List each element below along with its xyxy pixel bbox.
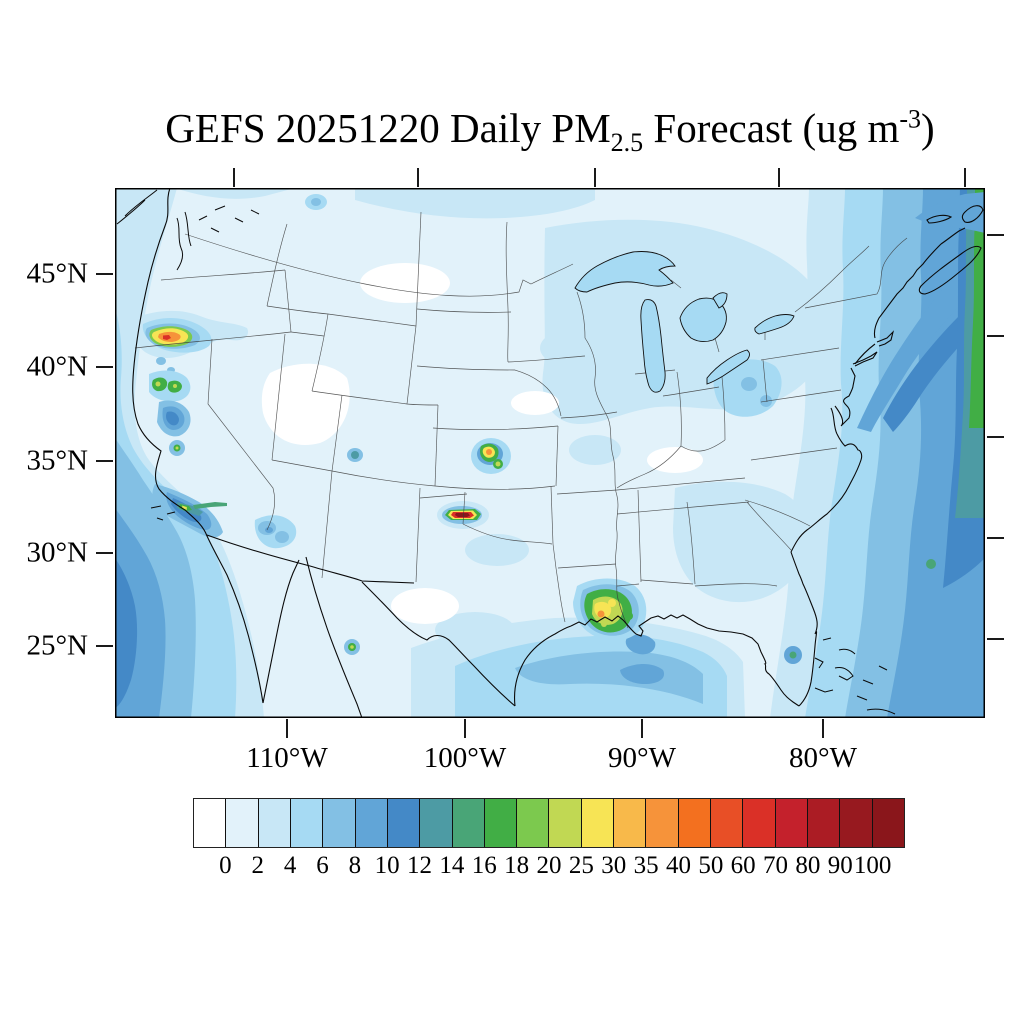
colorbar-cell — [258, 799, 291, 847]
colorbar-tick-label: 4 — [283, 852, 297, 879]
lat-tick-label: 30°N — [26, 536, 88, 569]
colorbar-tick-label: 60 — [730, 852, 756, 879]
colorbar-tick-label: 6 — [316, 852, 329, 879]
colorbar — [193, 798, 905, 848]
colorbar-tick-label: 50 — [698, 852, 724, 879]
colorbar-cell — [420, 799, 453, 847]
colorbar-cell — [194, 799, 227, 847]
hotspot-panhandle-streak — [437, 501, 489, 529]
top-tick — [964, 168, 966, 187]
lat-tick-label: 25°N — [26, 629, 88, 662]
colorbar-tick-label: 100 — [853, 852, 892, 879]
colorbar-cell — [323, 799, 356, 847]
colorbar-cell — [872, 799, 904, 847]
bottom-tick — [286, 719, 288, 738]
left-tick — [96, 273, 113, 275]
lat-tick-label: 40°N — [26, 350, 88, 383]
colorbar-tick-label: 14 — [439, 852, 465, 879]
colorbar-cell — [614, 799, 647, 847]
state-borders — [134, 211, 908, 629]
map-plot — [115, 188, 985, 718]
colorbar-cell — [484, 799, 518, 847]
colorbar-tick-label: 8 — [348, 852, 362, 879]
right-tick — [987, 335, 1004, 337]
colorbar-cell — [549, 799, 582, 847]
small-islands — [116, 189, 896, 715]
right-tick — [987, 436, 1004, 438]
colorbar-cell — [711, 799, 744, 847]
lon-tick-label: 90°W — [608, 742, 676, 774]
left-tick — [96, 366, 113, 368]
hotspot-socal — [152, 484, 227, 538]
colorbar-cell — [452, 799, 485, 847]
left-tick — [96, 645, 113, 647]
map-artwork — [115, 188, 985, 718]
bottom-tick — [822, 719, 824, 738]
colorbar-tick-label: 80 — [795, 852, 821, 879]
colorbar-tick-label: 0 — [219, 852, 232, 879]
colorbar-cell — [290, 799, 324, 847]
great-lakes — [574, 251, 795, 393]
lon-tick-label: 110°W — [246, 742, 328, 774]
colorbar-tick-label: 2 — [251, 852, 264, 879]
colorbar-cell — [387, 799, 421, 847]
colorbar-cell — [775, 799, 808, 847]
colorbar-cell — [743, 799, 776, 847]
colorbar-tick-label: 40 — [665, 852, 691, 879]
map-frame — [115, 188, 985, 718]
colorbar-cell — [226, 799, 259, 847]
top-tick — [778, 168, 780, 187]
right-tick — [987, 234, 1004, 236]
lat-tick-label: 45°N — [26, 257, 88, 290]
bottom-tick — [641, 719, 643, 738]
hotspot-sierra — [149, 370, 191, 456]
top-tick — [233, 168, 235, 187]
right-tick — [987, 638, 1004, 640]
colorbar-tick-label: 20 — [536, 852, 562, 879]
colorbar-tick-label: 35 — [633, 852, 659, 879]
lon-tick-label: 80°W — [789, 742, 857, 774]
left-tick — [96, 552, 113, 554]
colorbar-cell — [678, 799, 711, 847]
bottom-tick — [464, 719, 466, 738]
plot-title: GEFS 20251220 Daily PM2.5 Forecast (ug m… — [165, 104, 935, 158]
hotspot-small-dots — [344, 639, 802, 664]
title-subscript: 2.5 — [610, 128, 644, 158]
colorbar-cell — [840, 799, 873, 847]
colorbar-tick-label: 25 — [568, 852, 594, 879]
right-tick — [987, 537, 1004, 539]
colorbar-tick-label: 70 — [763, 852, 789, 879]
colorbar-cell — [646, 799, 679, 847]
colorbar-tick-label: 10 — [374, 852, 400, 879]
colorbar-cell — [355, 799, 388, 847]
colorbar-cell — [581, 799, 615, 847]
contour-fills — [115, 188, 985, 718]
colorbar-tick-label: 90 — [827, 852, 853, 879]
lon-tick-label: 100°W — [423, 742, 507, 774]
colorbar-cell — [517, 799, 550, 847]
top-tick — [417, 168, 419, 187]
colorbar-cell — [807, 799, 841, 847]
left-tick — [96, 460, 113, 462]
title-superscript: -3 — [899, 104, 922, 134]
lat-tick-label: 35°N — [26, 444, 88, 477]
colorbar-tick-label: 16 — [471, 852, 497, 879]
colorbar-tick-label: 18 — [504, 852, 530, 879]
coastline — [132, 188, 984, 718]
colorbar-tick-label: 12 — [407, 852, 433, 879]
hotspot-kansas — [471, 438, 511, 474]
colorbar-tick-label: 30 — [601, 852, 627, 879]
top-tick — [594, 168, 596, 187]
